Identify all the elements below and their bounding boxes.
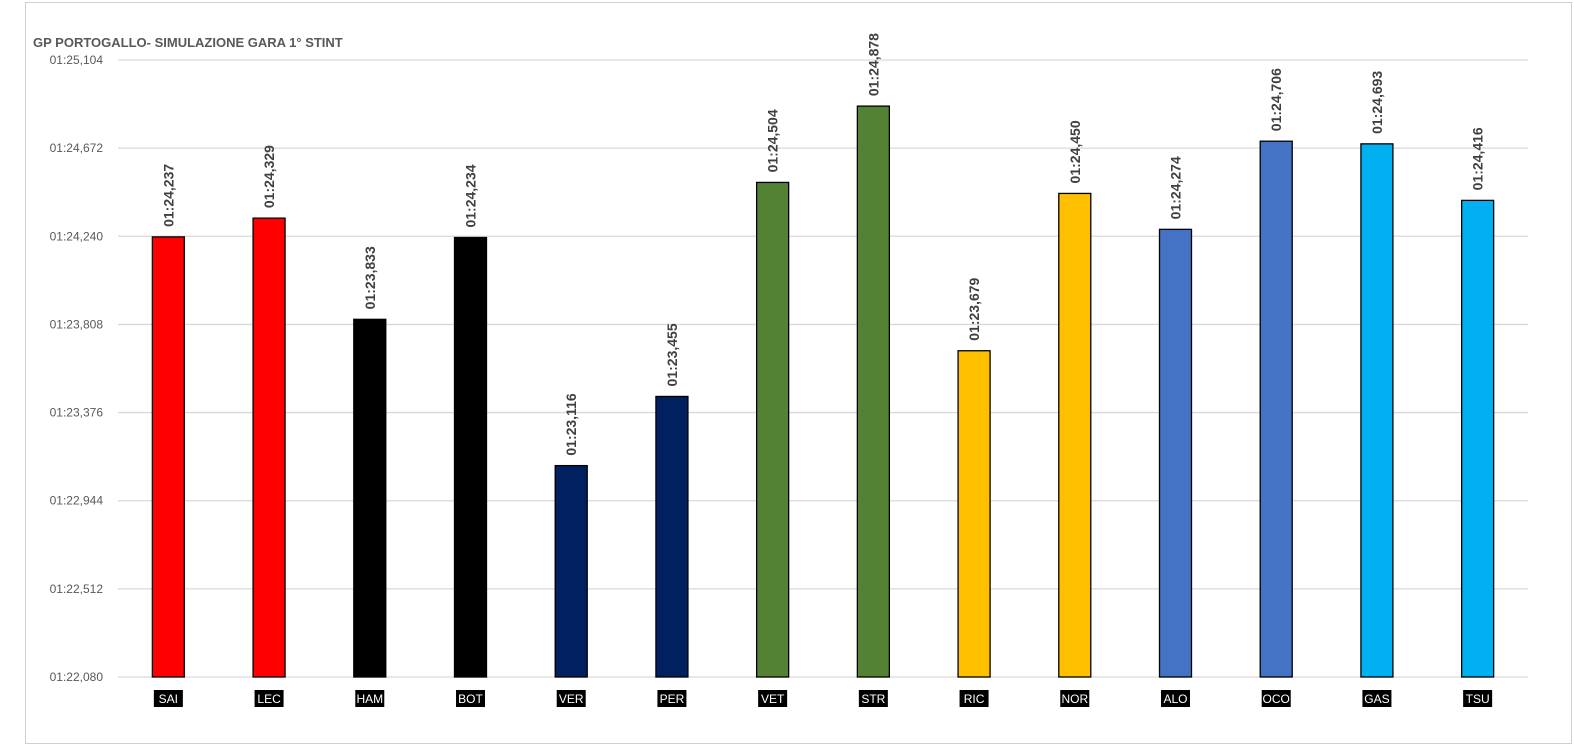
data-label: 01:24,416 bbox=[1470, 127, 1486, 190]
data-label: 01:24,234 bbox=[463, 164, 479, 227]
x-tick-label: LEC bbox=[257, 692, 281, 706]
x-label-bg bbox=[456, 690, 485, 707]
data-label: 01:24,329 bbox=[261, 145, 277, 208]
x-tick-label: NOR bbox=[1061, 692, 1088, 706]
x-label-bg bbox=[254, 690, 284, 707]
x-tick-label: RIC bbox=[964, 692, 985, 706]
bar-ham bbox=[353, 318, 387, 678]
bar-sai bbox=[151, 236, 186, 678]
y-tick-label: 01:22,080 bbox=[50, 670, 104, 684]
y-tick-label: 01:23,808 bbox=[50, 317, 104, 331]
bar-ver bbox=[554, 464, 588, 678]
x-tick-label: ALO bbox=[1163, 692, 1187, 706]
bar-ric bbox=[957, 350, 991, 678]
x-label-bg bbox=[153, 690, 183, 707]
x-tick-label: VER bbox=[559, 692, 584, 706]
x-label-bg bbox=[758, 690, 788, 707]
y-tick-label: 01:23,376 bbox=[50, 406, 104, 420]
x-label-bg bbox=[1161, 690, 1190, 707]
x-label-bg bbox=[1362, 690, 1392, 707]
data-label: 01:23,679 bbox=[966, 277, 982, 340]
x-tick-label: TSU bbox=[1466, 692, 1490, 706]
bar-gas bbox=[1360, 143, 1394, 678]
x-tick-label: BOT bbox=[458, 692, 483, 706]
bar-tsu bbox=[1460, 199, 1495, 678]
bar-lec bbox=[252, 217, 286, 678]
x-label-bg bbox=[1463, 690, 1493, 707]
data-label: 01:24,274 bbox=[1168, 156, 1184, 219]
bar-oco bbox=[1259, 140, 1293, 678]
bar-vet bbox=[755, 181, 790, 678]
x-tick-label: STR bbox=[861, 692, 885, 706]
data-label: 01:23,116 bbox=[563, 393, 579, 455]
data-label: 01:24,706 bbox=[1268, 68, 1284, 131]
y-tick-label: 01:22,512 bbox=[50, 582, 104, 596]
data-label: 01:23,455 bbox=[664, 323, 680, 386]
x-tick-label: HAM bbox=[356, 692, 383, 706]
data-label: 01:24,237 bbox=[160, 164, 176, 227]
x-label-bg bbox=[1060, 690, 1090, 707]
x-tick-label: SAI bbox=[159, 692, 178, 706]
bar-bot bbox=[453, 236, 488, 678]
bar-per bbox=[655, 395, 689, 678]
data-label: 01:23,833 bbox=[362, 246, 378, 309]
x-label-bg bbox=[1261, 690, 1291, 707]
y-tick-label: 01:24,240 bbox=[50, 229, 104, 243]
data-label: 01:24,878 bbox=[865, 33, 881, 96]
x-label-bg bbox=[858, 690, 888, 707]
x-label-bg bbox=[959, 690, 989, 707]
x-tick-label: OCO bbox=[1263, 692, 1290, 706]
x-tick-label: GAS bbox=[1364, 692, 1389, 706]
bar-str bbox=[856, 105, 891, 678]
y-tick-label: 01:25,104 bbox=[50, 53, 104, 67]
x-tick-label: PER bbox=[660, 692, 685, 706]
x-label-bg bbox=[355, 690, 385, 707]
x-label-bg bbox=[556, 690, 586, 707]
bar-alo bbox=[1158, 228, 1193, 678]
bar-chart: GP PORTOGALLO- SIMULAZIONE GARA 1° STINT… bbox=[33, 33, 1528, 707]
bar-nor bbox=[1058, 192, 1092, 678]
data-label: 01:24,450 bbox=[1067, 120, 1083, 183]
chart-title: GP PORTOGALLO- SIMULAZIONE GARA 1° STINT bbox=[33, 35, 343, 50]
data-label: 01:24,504 bbox=[765, 109, 781, 172]
x-tick-label: VET bbox=[761, 692, 785, 706]
data-label: 01:24,693 bbox=[1369, 71, 1385, 134]
y-tick-label: 01:24,672 bbox=[50, 141, 104, 155]
x-label-bg bbox=[657, 690, 687, 707]
y-tick-label: 01:22,944 bbox=[50, 494, 104, 508]
